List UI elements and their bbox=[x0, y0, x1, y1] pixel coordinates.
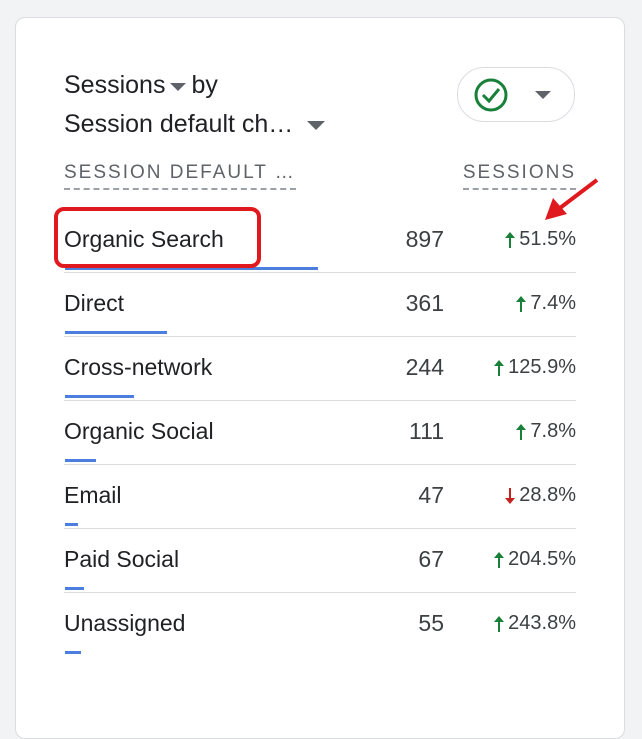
dropdown-icon bbox=[170, 83, 187, 91]
bar bbox=[65, 523, 79, 526]
bar bbox=[65, 267, 318, 270]
separator bbox=[64, 592, 576, 593]
sessions: 67 bbox=[418, 546, 444, 572]
channel-name[interactable]: Email bbox=[64, 482, 122, 508]
bar bbox=[65, 331, 167, 334]
sessions: 244 bbox=[405, 354, 444, 380]
change: 51.5% bbox=[504, 228, 576, 251]
channel-name[interactable]: Organic Social bbox=[64, 418, 214, 444]
arrow-up bbox=[494, 359, 505, 376]
separator bbox=[64, 272, 576, 273]
arrow-up bbox=[505, 231, 516, 248]
bar bbox=[65, 587, 84, 590]
page: Sessions by Session default ch… SESSION D… bbox=[15, 17, 625, 739]
change: 7.4% bbox=[515, 292, 576, 315]
change-value: 7.4% bbox=[530, 292, 576, 314]
bar bbox=[65, 395, 134, 398]
change-value: 204.5% bbox=[508, 548, 576, 570]
change: 204.5% bbox=[493, 548, 576, 571]
dimension: Session default ch… bbox=[64, 110, 294, 138]
sessions: 361 bbox=[405, 290, 444, 316]
channel-name[interactable]: Organic Search bbox=[64, 226, 224, 252]
sessions: 111 bbox=[409, 418, 444, 444]
change: 125.9% bbox=[493, 356, 576, 379]
status-icon bbox=[474, 78, 551, 112]
dropdown-icon bbox=[307, 121, 326, 130]
arrow-up bbox=[516, 423, 527, 440]
change-value: 28.8% bbox=[519, 484, 576, 506]
card bbox=[15, 17, 625, 739]
channel-name[interactable]: Direct bbox=[64, 290, 125, 316]
channel-name[interactable]: Cross-network bbox=[64, 354, 213, 380]
arrow-up bbox=[494, 615, 505, 632]
change-value: 243.8% bbox=[508, 612, 576, 634]
change: 243.8% bbox=[493, 612, 576, 635]
sessions: 47 bbox=[418, 482, 444, 508]
change: 7.8% bbox=[515, 420, 576, 443]
change-value: 51.5% bbox=[519, 228, 576, 250]
change-value: 7.8% bbox=[530, 420, 576, 442]
separator bbox=[64, 336, 576, 337]
separator bbox=[64, 400, 576, 401]
change-value: 125.9% bbox=[508, 356, 576, 378]
sessions: 55 bbox=[418, 610, 444, 636]
sessions: 897 bbox=[405, 226, 444, 252]
status-button[interactable] bbox=[457, 67, 575, 122]
arrow-up bbox=[516, 295, 527, 312]
channel-name[interactable]: Paid Social bbox=[64, 546, 180, 572]
column-header[interactable]: SESSION DEFAULT … bbox=[64, 162, 296, 190]
by: by bbox=[191, 71, 218, 99]
metric-dropdown[interactable]: Sessions by bbox=[64, 71, 218, 100]
dimension-dropdown[interactable]: Session default ch… bbox=[64, 110, 329, 139]
column-header[interactable]: SESSIONS bbox=[462, 162, 576, 190]
metric: Sessions bbox=[64, 71, 166, 99]
change: 28.8% bbox=[504, 484, 576, 507]
separator bbox=[64, 528, 576, 529]
arrow-up bbox=[494, 551, 505, 568]
separator bbox=[64, 464, 576, 465]
channel-name[interactable]: Unassigned bbox=[64, 610, 186, 636]
arrow-down bbox=[505, 487, 516, 504]
bar bbox=[65, 651, 81, 654]
bar bbox=[65, 459, 97, 462]
